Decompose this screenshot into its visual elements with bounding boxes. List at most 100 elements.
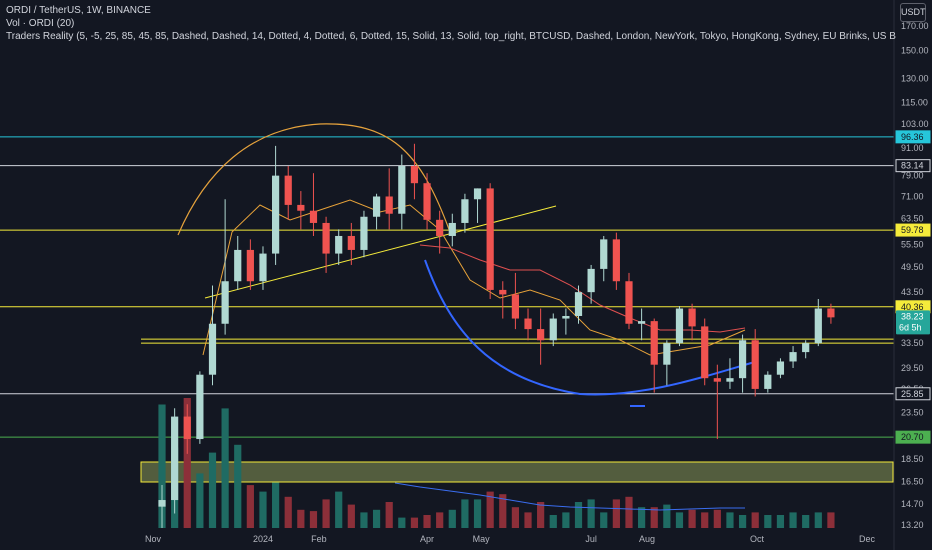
candle-body xyxy=(234,249,242,282)
candle-body xyxy=(814,308,822,344)
volume-bar xyxy=(322,499,330,528)
candle-body xyxy=(612,239,620,282)
volume-bar xyxy=(751,512,759,528)
candle-body xyxy=(171,416,179,501)
level-badge-label: 59.78 xyxy=(901,225,924,235)
price-tick-label: 49.50 xyxy=(901,262,924,272)
candle-body xyxy=(562,315,570,319)
volume-bar xyxy=(221,408,229,528)
candle-body xyxy=(398,165,406,214)
candle-body xyxy=(473,188,482,200)
price-tick-label: 79.00 xyxy=(901,171,924,181)
volume-bar xyxy=(499,494,507,528)
candle-body xyxy=(663,343,671,365)
candle-body xyxy=(486,188,494,290)
candle-body xyxy=(549,318,557,341)
candle-body xyxy=(738,340,747,379)
candle-body xyxy=(726,378,734,382)
candle-body xyxy=(360,216,368,250)
candle-body xyxy=(436,219,444,236)
candle-body xyxy=(537,329,545,341)
candle-body xyxy=(297,204,305,211)
volume-bar xyxy=(638,507,646,528)
candle-body xyxy=(764,374,772,389)
volume-bar xyxy=(272,482,280,528)
arc-bottom-drawing xyxy=(424,259,759,396)
volume-bar xyxy=(574,502,583,528)
volume-bar xyxy=(309,511,318,528)
volume-bar xyxy=(259,491,267,528)
candle-body xyxy=(587,268,595,293)
candle-body xyxy=(776,361,785,375)
level-badge xyxy=(895,387,931,401)
demand-zone xyxy=(140,461,894,483)
price-tick-label: 13.20 xyxy=(901,520,924,530)
volume-bar xyxy=(284,496,292,528)
candle-body xyxy=(789,352,797,362)
volume-bar xyxy=(398,517,406,528)
candle-body xyxy=(284,175,292,205)
candle-body xyxy=(751,340,759,389)
volume-bar xyxy=(776,515,785,528)
volume-bar xyxy=(688,509,696,528)
price-tick-label: 33.50 xyxy=(901,338,924,348)
price-tick-label: 63.50 xyxy=(901,213,924,223)
candle-body xyxy=(524,318,532,330)
volume-bar xyxy=(372,509,381,528)
volume-bar xyxy=(423,515,431,528)
candle-body xyxy=(650,321,658,365)
volume-bar xyxy=(827,512,835,528)
volume-bar xyxy=(738,515,747,528)
price-tick-label: 103.00 xyxy=(901,119,929,129)
volume-bar xyxy=(385,502,393,528)
volume-bar xyxy=(789,512,797,528)
volume-bar xyxy=(234,444,242,528)
price-tick-label: 23.50 xyxy=(901,407,924,417)
volume-bar xyxy=(208,452,217,528)
candle-body xyxy=(802,343,810,353)
candle-body xyxy=(511,294,519,319)
volume-bar xyxy=(675,512,684,528)
last-price-value: 38.23 xyxy=(901,311,924,321)
volume-bar xyxy=(158,404,166,528)
candle-body xyxy=(372,196,381,217)
time-axis[interactable]: Nov 2024 Feb Apr May Jul Aug Oct Dec xyxy=(145,534,875,544)
candle-body xyxy=(309,210,318,223)
currency-button[interactable]: USDT xyxy=(900,3,926,22)
volume-bar xyxy=(663,504,671,528)
time-tick-label: Aug xyxy=(639,534,655,544)
time-tick-label: Nov xyxy=(145,534,162,544)
price-tick-label: 115.00 xyxy=(901,97,928,107)
last-price-box xyxy=(896,310,930,335)
price-tick-label: 16.50 xyxy=(901,476,924,486)
candle-body xyxy=(675,308,684,344)
candle-body xyxy=(196,374,204,440)
price-axis[interactable]: 170.00 150.00 130.00 115.00 103.00 91.00 79.00… xyxy=(901,21,929,530)
price-tick-label: 55.50 xyxy=(901,240,924,250)
volume-bar xyxy=(436,512,444,528)
candle-body xyxy=(448,222,456,236)
level-badge-label: 40.36 xyxy=(901,302,924,312)
candle-body xyxy=(701,326,709,379)
candle-body xyxy=(385,196,393,214)
volume-bar xyxy=(612,499,620,528)
level-badge xyxy=(895,130,931,144)
time-tick-label: Apr xyxy=(420,534,434,544)
volume-bar xyxy=(726,512,734,528)
last-price-countdown: 6d 5h xyxy=(899,322,922,332)
volume-bars xyxy=(158,398,835,528)
volume-bar xyxy=(814,512,822,528)
volume-bar xyxy=(650,507,658,528)
price-tick-label: 170.00 xyxy=(901,21,929,31)
level-badge-label: 25.85 xyxy=(901,389,924,399)
volume-bar xyxy=(335,491,343,528)
time-tick-label: Feb xyxy=(311,534,327,544)
volume-bar xyxy=(701,512,709,528)
candle-body xyxy=(574,292,583,316)
trend-line xyxy=(204,205,557,299)
volume-bar xyxy=(549,515,557,528)
volume-bar xyxy=(537,502,545,528)
